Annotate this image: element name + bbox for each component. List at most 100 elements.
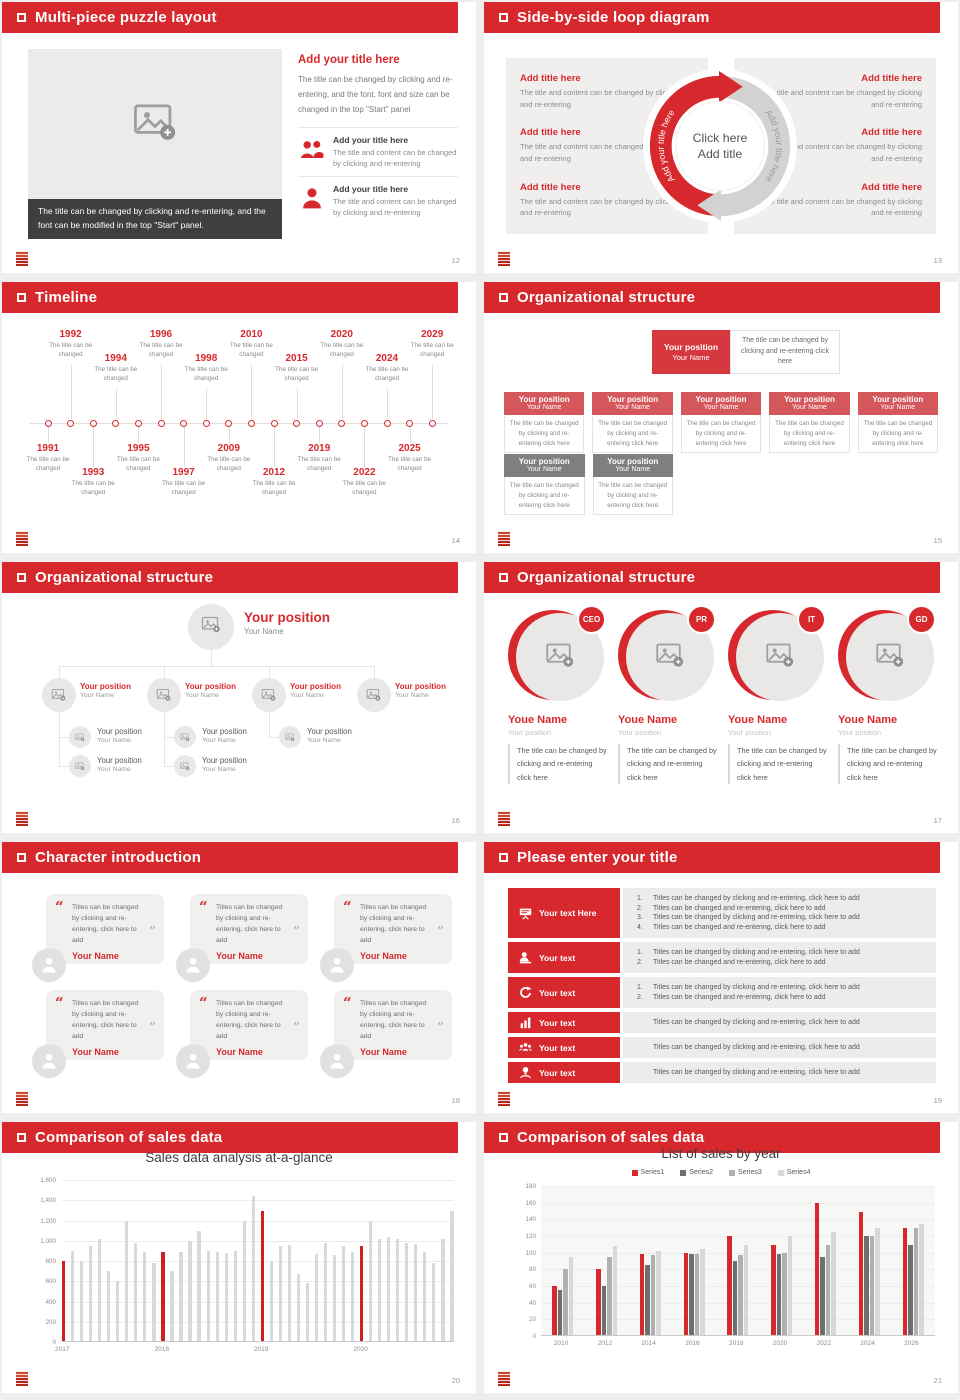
position-label: Your position: [518, 457, 570, 466]
square-bullet-icon: [499, 573, 508, 582]
timeline-caption: The title can be changed: [139, 342, 183, 358]
avatar[interactable]: [279, 726, 301, 748]
timeline-entry: 2024 The title can be changed: [361, 353, 413, 384]
slide-21[interactable]: Comparison of sales data List of sales b…: [484, 1122, 958, 1393]
bar-group: [552, 1256, 574, 1335]
position-label: Your position: [618, 728, 662, 737]
quote-text: Titles can be changed by clicking and re…: [72, 1000, 139, 1040]
avatar[interactable]: [252, 678, 286, 712]
slide-header: Timeline: [2, 282, 458, 313]
timeline-caption: The title can be changed: [116, 456, 160, 472]
timeline-entry: 1998 The title can be changed: [180, 353, 232, 384]
bar: [242, 1221, 246, 1341]
timeline-year: 1994: [104, 353, 127, 364]
name-label: Your Name: [72, 1046, 119, 1057]
bar: [820, 1256, 825, 1335]
timeline-connector: [48, 427, 49, 443]
line-number: 1.: [637, 895, 643, 903]
slide-19[interactable]: Please enter your title Your text Here 1.…: [484, 842, 958, 1113]
group-icon: [519, 1041, 532, 1054]
loop-item: Add title here The title and content can…: [520, 73, 694, 110]
name-label: Youe Name: [728, 714, 788, 726]
avatar[interactable]: [69, 755, 91, 777]
page-number: 16: [451, 816, 460, 825]
slide-20[interactable]: Comparison of sales data Sales data anal…: [2, 1122, 476, 1393]
branch-label: Your position Your Name: [80, 682, 131, 699]
line-text: Titles can be changed by clicking and re…: [653, 914, 860, 922]
timeline-caption: The title can be changed: [71, 480, 115, 496]
slide-17[interactable]: Organizational structure CEO Youe Name Y…: [484, 562, 958, 833]
avatar[interactable]: [174, 726, 196, 748]
slide-14[interactable]: Timeline 1991 The title can be changed 199…: [2, 282, 476, 553]
row-label-button[interactable]: Your text Here: [508, 888, 620, 938]
bars-icon: [519, 1016, 532, 1029]
avatar[interactable]: [147, 678, 181, 712]
row-label-button[interactable]: Your text: [508, 942, 620, 973]
bar: [732, 1261, 738, 1335]
y-tick-label: 1,200: [40, 1217, 56, 1225]
avatar[interactable]: [516, 613, 604, 701]
timeline-connector: [70, 365, 72, 419]
page-number: 18: [451, 1096, 460, 1105]
y-tick-label: 60: [528, 1283, 536, 1290]
name-label: Your Name: [216, 950, 263, 961]
position-label: Your position: [97, 756, 142, 765]
y-tick-label: 0: [532, 1333, 536, 1340]
slide-header: Organizational structure: [2, 562, 458, 593]
row-label-button[interactable]: Your text: [508, 1012, 620, 1033]
row-label-button[interactable]: Your text: [508, 1037, 620, 1058]
row-label-button[interactable]: Your text: [508, 977, 620, 1008]
slide-title: Side-by-side loop diagram: [517, 9, 710, 26]
position-label: Your position: [607, 395, 659, 404]
name-label: Your Name: [72, 950, 119, 961]
timeline-dot: [202, 420, 210, 427]
role-badge: GD: [907, 605, 936, 634]
avatar: [176, 1044, 210, 1078]
timeline-dot: [406, 420, 414, 427]
timeline-year: 2024: [375, 353, 399, 364]
text-row: Your text 1. Titles can be changed by clic…: [508, 977, 936, 1008]
bar: [700, 1248, 705, 1335]
grid-line: [62, 1261, 454, 1262]
name-label: Your Name: [615, 404, 650, 411]
slide-16[interactable]: Organizational structure Your position Y…: [2, 562, 476, 833]
avatar[interactable]: [357, 678, 391, 712]
slide-15[interactable]: Organizational structure Your position Y…: [484, 282, 958, 553]
image-placeholder[interactable]: [28, 49, 282, 199]
slide-header: Multi-piece puzzle layout: [2, 2, 458, 33]
avatar[interactable]: [188, 604, 234, 650]
timeline-caption: The title can be changed: [320, 342, 364, 358]
seal-logo-icon: [498, 1091, 510, 1106]
seal-logo-icon: [498, 1371, 510, 1386]
y-tick-label: 800: [45, 1258, 56, 1265]
bar: [251, 1196, 255, 1341]
name-label: Your Name: [80, 692, 114, 699]
legend-label: Series3: [738, 1169, 762, 1176]
name-label: Your Name: [526, 466, 562, 473]
quote-card: “ Titles can be changed by clicking and r…: [32, 894, 164, 982]
bar-highlight: [62, 1261, 66, 1341]
avatar[interactable]: [174, 755, 196, 777]
avatar[interactable]: [69, 726, 91, 748]
bar: [864, 1236, 869, 1335]
line-text: Titles can be changed by clicking and re…: [653, 949, 860, 957]
bar-highlight: [360, 1246, 364, 1341]
slide-12[interactable]: Multi-piece puzzle layout The title can …: [2, 2, 476, 273]
bar: [71, 1251, 75, 1341]
chart-legend: Series1 Series2 Series3 Series4: [484, 1169, 958, 1176]
y-tick-label: 200: [45, 1318, 56, 1326]
bar: [919, 1224, 924, 1335]
quote-text: Titles can be changed by clicking and re…: [216, 904, 283, 944]
row-label: Your text: [539, 952, 576, 963]
name-label: Youe Name: [838, 714, 898, 726]
bar: [650, 1255, 656, 1335]
avatar[interactable]: [42, 678, 76, 712]
y-tick-label: 0: [52, 1339, 56, 1346]
name-label: Your Name: [290, 692, 324, 699]
slide-13[interactable]: Side-by-side loop diagram Add title here…: [484, 2, 958, 273]
bar: [197, 1231, 201, 1341]
slide-18[interactable]: Character introduction “ Titles can be ch…: [2, 842, 476, 1113]
name-label: Your Name: [202, 737, 236, 744]
close-quote-icon: ”: [149, 1020, 156, 1034]
row-label-button[interactable]: Your text: [508, 1062, 620, 1083]
